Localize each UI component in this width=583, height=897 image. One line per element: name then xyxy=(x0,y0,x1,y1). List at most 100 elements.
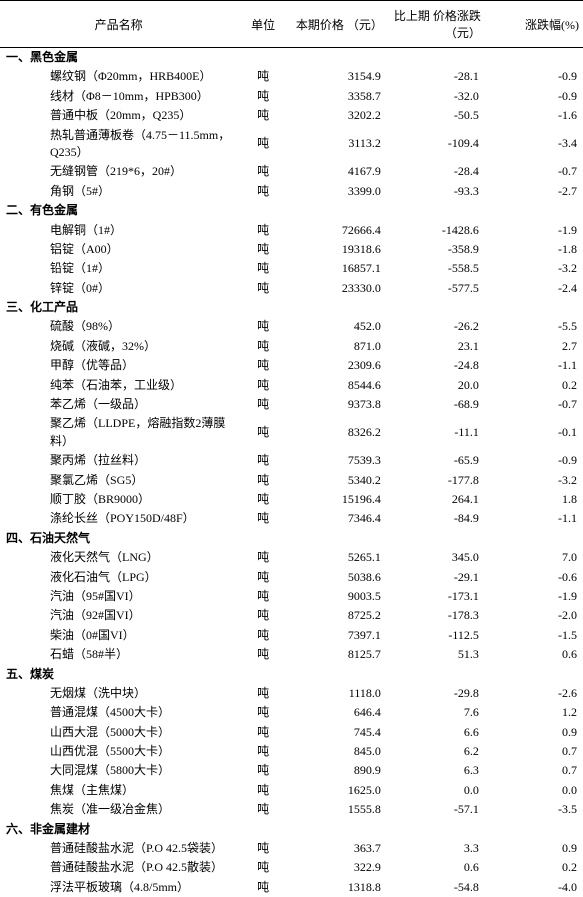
cell-name: 线材（Φ8－10mm，HPB300） xyxy=(0,87,237,106)
cell-name: 山西大混（5000大卡） xyxy=(0,723,237,742)
cell-pct: 0.9 xyxy=(485,839,583,858)
cell-unit: 吨 xyxy=(237,490,289,509)
cell-price: 646.4 xyxy=(289,703,387,722)
cell-price: 16857.1 xyxy=(289,259,387,278)
cell-pct: -3.2 xyxy=(485,259,583,278)
cell-unit: 吨 xyxy=(237,703,289,722)
cell-pct: -0.7 xyxy=(485,395,583,414)
cell-change: -358.9 xyxy=(387,240,485,259)
cell-name: 普通中板（20mm，Q235） xyxy=(0,106,237,125)
cell-change: -11.1 xyxy=(387,414,485,451)
cell-unit: 吨 xyxy=(237,414,289,451)
cell-pct: -0.6 xyxy=(485,568,583,587)
cell-pct: -2.4 xyxy=(485,279,583,298)
table-row: 涤纶长丝（POY150D/48F）吨7346.4-84.9-1.1 xyxy=(0,509,583,528)
cell-price: 1118.0 xyxy=(289,684,387,703)
cell-name: 普通硅酸盐水泥（P.O 42.5散装） xyxy=(0,858,237,877)
table-row: 普通混煤（4500大卡）吨646.47.61.2 xyxy=(0,703,583,722)
cell-price: 2309.6 xyxy=(289,356,387,375)
table-row: 苯乙烯（一级品）吨9373.8-68.9-0.7 xyxy=(0,395,583,414)
cell-change: -57.1 xyxy=(387,800,485,819)
section-title: 一、黑色金属 xyxy=(0,48,583,68)
section-header: 六、非金属建材 xyxy=(0,820,583,839)
cell-unit: 吨 xyxy=(237,279,289,298)
cell-name: 无缝钢管（219*6，20#） xyxy=(0,162,237,181)
cell-name: 普通硅酸盐水泥（P.O 42.5袋装） xyxy=(0,839,237,858)
cell-pct: -1.6 xyxy=(485,106,583,125)
cell-price: 1625.0 xyxy=(289,781,387,800)
cell-name: 顺丁胶（BR9000） xyxy=(0,490,237,509)
table-row: 线材（Φ8－10mm，HPB300）吨3358.7-32.0-0.9 xyxy=(0,87,583,106)
cell-pct: -0.9 xyxy=(485,87,583,106)
table-row: 角钢（5#）吨3399.0-93.3-2.7 xyxy=(0,182,583,201)
cell-pct: 0.9 xyxy=(485,723,583,742)
cell-pct: -0.9 xyxy=(485,67,583,86)
cell-name: 纯苯（石油苯，工业级） xyxy=(0,376,237,395)
cell-price: 1555.8 xyxy=(289,800,387,819)
cell-price: 8326.2 xyxy=(289,414,387,451)
cell-pct: -0.9 xyxy=(485,451,583,470)
section-header: 五、煤炭 xyxy=(0,665,583,684)
price-table: 产品名称 单位 本期价格 （元） 比上期 价格涨跌 （元） 涨跌幅(%) 一、黑… xyxy=(0,0,583,897)
cell-name: 液化石油气（LPG） xyxy=(0,568,237,587)
cell-change: -50.5 xyxy=(387,106,485,125)
cell-price: 1318.8 xyxy=(289,878,387,897)
cell-unit: 吨 xyxy=(237,395,289,414)
cell-price: 23330.0 xyxy=(289,279,387,298)
cell-pct: -3.5 xyxy=(485,800,583,819)
cell-price: 9373.8 xyxy=(289,395,387,414)
cell-price: 452.0 xyxy=(289,317,387,336)
cell-name: 热轧普通薄板卷（4.75－11.5mm，Q235） xyxy=(0,126,237,163)
cell-change: -24.8 xyxy=(387,356,485,375)
cell-name: 柴油（0#国VI） xyxy=(0,626,237,645)
cell-price: 15196.4 xyxy=(289,490,387,509)
header-unit: 单位 xyxy=(237,1,289,48)
cell-unit: 吨 xyxy=(237,568,289,587)
cell-pct: 0.2 xyxy=(485,376,583,395)
cell-pct: 0.7 xyxy=(485,761,583,780)
cell-name: 聚丙烯（拉丝料） xyxy=(0,451,237,470)
section-title: 四、石油天然气 xyxy=(0,529,583,548)
cell-name: 汽油（92#国VI） xyxy=(0,606,237,625)
section-header: 四、石油天然气 xyxy=(0,529,583,548)
table-row: 纯苯（石油苯，工业级）吨8544.620.00.2 xyxy=(0,376,583,395)
cell-unit: 吨 xyxy=(237,858,289,877)
cell-name: 焦炭（准一级冶金焦） xyxy=(0,800,237,819)
cell-name: 聚乙烯（LLDPE，熔融指数2薄膜料） xyxy=(0,414,237,451)
cell-name: 浮法平板玻璃（4.8/5mm） xyxy=(0,878,237,897)
table-row: 硫酸（98%）吨452.0-26.2-5.5 xyxy=(0,317,583,336)
cell-unit: 吨 xyxy=(237,356,289,375)
cell-unit: 吨 xyxy=(237,182,289,201)
cell-pct: -1.8 xyxy=(485,240,583,259)
cell-change: -68.9 xyxy=(387,395,485,414)
cell-price: 7346.4 xyxy=(289,509,387,528)
table-row: 电解铜（1#）吨72666.4-1428.6-1.9 xyxy=(0,221,583,240)
cell-unit: 吨 xyxy=(237,471,289,490)
table-row: 浮法平板玻璃（4.8/5mm）吨1318.8-54.8-4.0 xyxy=(0,878,583,897)
cell-change: 6.6 xyxy=(387,723,485,742)
cell-price: 8544.6 xyxy=(289,376,387,395)
table-row: 烧碱（液碱，32%）吨871.023.12.7 xyxy=(0,337,583,356)
cell-change: 6.2 xyxy=(387,742,485,761)
table-row: 热轧普通薄板卷（4.75－11.5mm，Q235）吨3113.2-109.4-3… xyxy=(0,126,583,163)
cell-pct: 1.2 xyxy=(485,703,583,722)
table-row: 汽油（95#国VI）吨9003.5-173.1-1.9 xyxy=(0,587,583,606)
table-row: 甲醇（优等品）吨2309.6-24.8-1.1 xyxy=(0,356,583,375)
table-row: 液化石油气（LPG）吨5038.6-29.1-0.6 xyxy=(0,568,583,587)
cell-unit: 吨 xyxy=(237,221,289,240)
cell-name: 螺纹钢（Φ20mm，HRB400E） xyxy=(0,67,237,86)
cell-price: 845.0 xyxy=(289,742,387,761)
cell-pct: -3.2 xyxy=(485,471,583,490)
cell-change: 0.0 xyxy=(387,781,485,800)
cell-pct: 2.7 xyxy=(485,337,583,356)
cell-price: 5340.2 xyxy=(289,471,387,490)
cell-price: 3154.9 xyxy=(289,67,387,86)
cell-pct: 0.2 xyxy=(485,858,583,877)
cell-name: 锌锭（0#） xyxy=(0,279,237,298)
cell-name: 甲醇（优等品） xyxy=(0,356,237,375)
cell-unit: 吨 xyxy=(237,548,289,567)
table-row: 焦煤（主焦煤）吨1625.00.00.0 xyxy=(0,781,583,800)
cell-pct: 1.8 xyxy=(485,490,583,509)
table-row: 大同混煤（5800大卡）吨890.96.30.7 xyxy=(0,761,583,780)
header-pct: 涨跌幅(%) xyxy=(485,1,583,48)
